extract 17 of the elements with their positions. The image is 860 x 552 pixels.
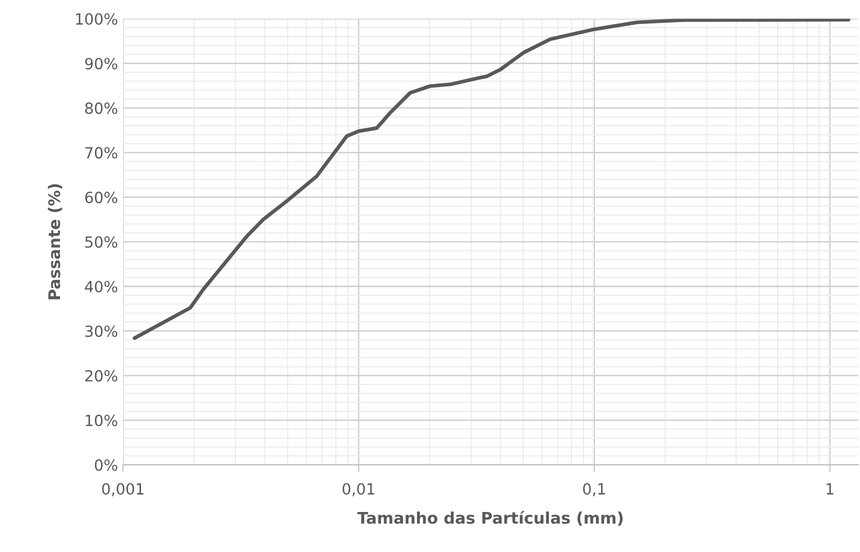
x-axis-title: Tamanho das Partículas (mm) — [357, 510, 623, 526]
y-tick-label: 50% — [85, 236, 118, 248]
y-tick-label: 100% — [76, 13, 118, 25]
x-tick-label: 0,001 — [102, 483, 144, 496]
y-tick-label: 20% — [85, 370, 118, 382]
y-tick-label: 80% — [85, 102, 118, 114]
x-tick-label: 1 — [826, 483, 834, 494]
y-tick-label: 0% — [94, 459, 118, 471]
y-tick-label: 70% — [85, 147, 118, 159]
y-tick-label: 90% — [85, 58, 118, 70]
x-tick-label: 0,1 — [583, 483, 605, 496]
y-tick-label: 60% — [85, 192, 118, 204]
x-tick-label: 0,01 — [342, 483, 374, 496]
y-tick-label: 40% — [84, 280, 118, 292]
y-axis-title: Passante (%) — [48, 184, 62, 300]
y-tick-label: 30% — [85, 325, 118, 337]
y-tick-label: 10% — [86, 414, 118, 426]
